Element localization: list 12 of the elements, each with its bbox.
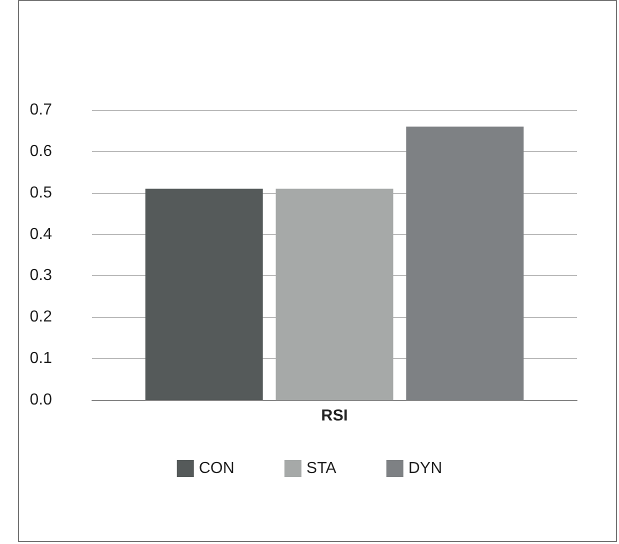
y-tick-label: 0.3 xyxy=(30,267,52,284)
y-tick-label: 0.5 xyxy=(30,184,52,202)
x-tick-label: RSI xyxy=(321,408,348,424)
y-tick-label: 0.0 xyxy=(30,392,52,408)
y-tick-label: 0.6 xyxy=(30,142,52,160)
y-tick-label: 0.1 xyxy=(30,350,52,368)
legend-label: CON xyxy=(198,460,234,477)
legend-label: STA xyxy=(306,460,337,477)
y-tick-label: 0.7 xyxy=(30,102,52,118)
y-tick-label: 0.2 xyxy=(30,308,52,326)
legend-label: DYN xyxy=(408,460,442,477)
y-tick-label: 0.4 xyxy=(30,226,52,243)
